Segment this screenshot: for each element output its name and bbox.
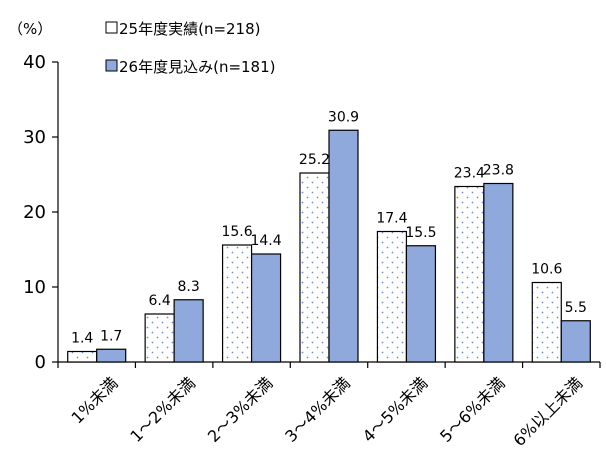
bar-fy26-6 (560, 320, 591, 363)
bar-fy26-5 (483, 182, 514, 363)
legend: 25年度実績(n=218) 26年度見込み(n=181) (105, 20, 276, 76)
y-tick-label: 20 (23, 202, 46, 223)
y-tick-label: 40 (23, 52, 46, 73)
data-label-fy26-3: 30.9 (328, 109, 359, 125)
data-label-fy26-2: 14.4 (250, 233, 281, 249)
x-tick-label-6: 6%以上未満 (509, 373, 586, 450)
y-tick-label: 10 (23, 277, 46, 298)
bar-fy25-1 (144, 313, 175, 363)
data-label-fy25-4: 17.4 (376, 211, 407, 227)
bars (67, 129, 591, 363)
data-label-fy25-1: 6.4 (149, 293, 171, 309)
bar-fy25-6 (531, 281, 562, 363)
data-label-fy25-3: 25.2 (299, 152, 330, 168)
bar-fy25-3 (299, 172, 330, 363)
bar-fy25-0 (67, 350, 98, 363)
bar-fy26-3 (328, 129, 359, 363)
bar-fy25-5 (454, 185, 485, 363)
data-label-fy25-5: 23.4 (454, 166, 485, 182)
x-tick-labels: 1%未満 1～2%未満 2～3%未満 3～4%未満 4～5%未満 5～6%未満 6%以上未満 (68, 373, 587, 450)
bar-fy26-2 (250, 253, 282, 363)
legend-label-1: 26年度見込み(n=181) (119, 58, 276, 76)
data-label-fy25-2: 15.6 (221, 224, 252, 240)
data-label-fy26-5: 23.8 (483, 163, 514, 179)
bar-fy26-4 (405, 245, 437, 363)
x-tick-label-2: 2～3%未満 (204, 373, 277, 446)
bar-fy25-4 (376, 230, 408, 363)
legend-swatch-0 (105, 21, 118, 34)
x-tick-label-3: 3～4%未満 (281, 373, 354, 446)
data-label-fy26-4: 15.5 (405, 225, 436, 241)
x-tick-label-5: 5～6%未満 (436, 373, 509, 446)
data-label-fy25-6: 10.6 (531, 262, 562, 278)
data-label-fy26-6: 5.5 (565, 300, 587, 316)
data-label-fy26-0: 1.7 (100, 328, 122, 344)
y-tick-label: 0 (35, 352, 46, 373)
bar-fy25-2 (221, 244, 253, 363)
y-unit-label: （%） (8, 20, 52, 38)
x-tick-label-4: 4～5%未満 (359, 373, 432, 446)
y-tick-label: 30 (23, 127, 46, 148)
bar-fy26-0 (96, 348, 127, 363)
x-tick-label-1: 1～2%未満 (126, 373, 199, 446)
data-labels: 1.4 1.7 6.4 8.3 15.614.4 25.2 30.9 17.415.5 23.4… (71, 109, 587, 346)
data-label-fy26-1: 8.3 (178, 279, 200, 295)
legend-swatch-1 (105, 59, 118, 72)
legend-label-0: 25年度実績(n=218) (119, 20, 261, 38)
x-tick-label-0: 1%未満 (68, 373, 122, 427)
bar-fy26-1 (173, 299, 204, 363)
data-label-fy25-0: 1.4 (71, 331, 93, 347)
